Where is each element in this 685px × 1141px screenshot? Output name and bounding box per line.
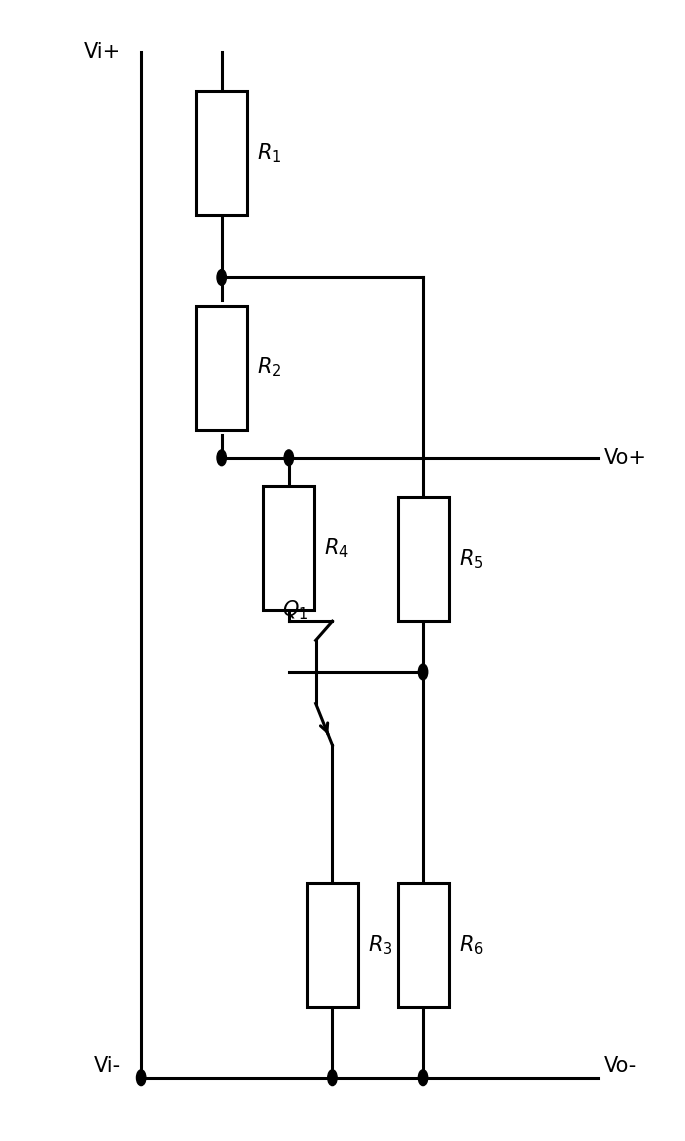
Text: $R_4$: $R_4$ (325, 536, 349, 560)
Text: $R_2$: $R_2$ (258, 356, 282, 380)
Text: $R_6$: $R_6$ (458, 933, 484, 957)
Bar (196, 91, 247, 216)
Bar (307, 883, 358, 1008)
Bar (397, 883, 449, 1008)
Circle shape (327, 1070, 337, 1085)
Text: Vo+: Vo+ (604, 447, 647, 468)
Circle shape (419, 664, 427, 680)
Bar (397, 497, 449, 621)
Bar (196, 306, 247, 430)
Bar (263, 486, 314, 610)
Text: $R_1$: $R_1$ (258, 141, 282, 165)
Text: Vi+: Vi+ (84, 42, 121, 62)
Text: $R_5$: $R_5$ (458, 548, 483, 570)
Circle shape (217, 269, 227, 285)
Text: Vo-: Vo- (604, 1057, 638, 1076)
Circle shape (136, 1070, 146, 1085)
Circle shape (419, 1070, 427, 1085)
Text: $Q_1$: $Q_1$ (282, 598, 308, 622)
Text: Vi-: Vi- (94, 1057, 121, 1076)
Circle shape (217, 450, 227, 466)
Text: $R_3$: $R_3$ (368, 933, 393, 957)
Circle shape (284, 450, 293, 466)
